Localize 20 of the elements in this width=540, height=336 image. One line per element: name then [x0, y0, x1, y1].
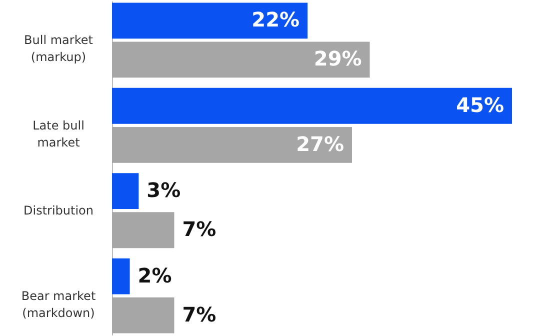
bar: [112, 212, 174, 248]
y-tick-label: Bull market (markup): [24, 33, 94, 64]
y-tick-label: Bear market (markdown): [21, 288, 96, 320]
bar: [112, 173, 139, 210]
data-label: 2%: [138, 263, 172, 288]
bar: [112, 258, 130, 294]
data-label: 45%: [456, 92, 504, 117]
y-tick-label: Distribution: [23, 204, 94, 218]
data-label: 27%: [296, 132, 344, 156]
data-label: 7%: [182, 217, 216, 242]
bar: [112, 297, 174, 334]
y-tick-label: Late bull market: [32, 118, 84, 150]
bar: [112, 2, 308, 39]
bar: [112, 42, 370, 78]
data-label: 3%: [146, 178, 181, 202]
data-label: 29%: [314, 46, 362, 71]
data-label: 7%: [182, 302, 216, 326]
bar: [112, 126, 352, 163]
bar: [112, 88, 512, 124]
data-label: 22%: [252, 8, 300, 32]
